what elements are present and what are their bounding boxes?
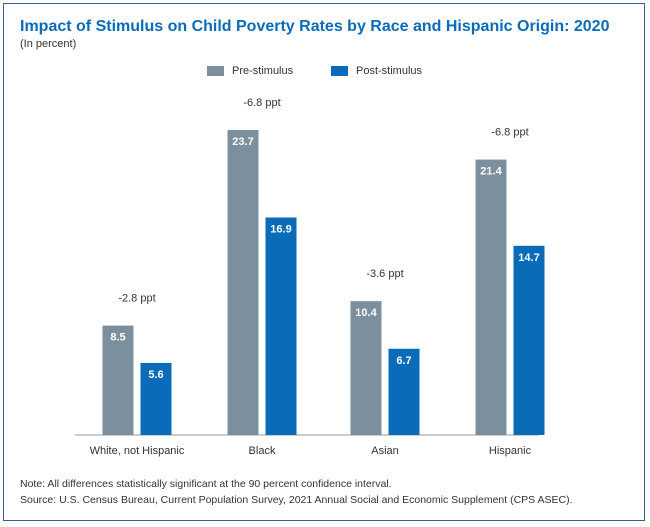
x-tick-label-asian: Asian (371, 445, 399, 457)
bar-post-black (265, 217, 297, 435)
value-label-post-asian: 6.7 (396, 355, 411, 367)
legend-item-pre: Pre-stimulus (207, 65, 293, 77)
annotation-hispanic: -6.8 ppt (491, 127, 528, 139)
legend-swatch-pre (207, 66, 224, 76)
x-tick-label-hispanic: Hispanic (489, 445, 532, 457)
value-label-post-black: 16.9 (270, 223, 291, 235)
bar-pre-white-not-hispanic (102, 325, 134, 435)
bar-post-hispanic (513, 245, 545, 435)
legend-label-pre: Pre-stimulus (232, 65, 294, 77)
value-label-pre-white-not-hispanic: 8.5 (110, 332, 125, 344)
legend-label-post: Post-stimulus (356, 65, 423, 77)
bar-post-white-not-hispanic (140, 362, 172, 435)
annotation-white-not-hispanic: -2.8 ppt (118, 293, 155, 305)
x-tick-label-black: Black (249, 445, 276, 457)
chart-title: Impact of Stimulus on Child Poverty Rate… (20, 18, 610, 35)
chart-subtitle: (In percent) (20, 38, 77, 50)
source-note: Source: U.S. Census Bureau, Current Popu… (20, 494, 573, 506)
annotation-asian: -3.6 ppt (366, 268, 403, 280)
bar-pre-hispanic (475, 159, 507, 435)
footnote: Note: All differences statistically sign… (20, 478, 392, 490)
value-label-pre-hispanic: 21.4 (480, 166, 502, 178)
value-label-pre-asian: 10.4 (355, 307, 377, 319)
annotation-black: -6.8 ppt (243, 97, 280, 109)
bar-post-asian (388, 348, 420, 435)
legend-swatch-post (331, 66, 348, 76)
bar-pre-asian (350, 301, 382, 435)
value-label-pre-black: 23.7 (232, 136, 253, 148)
value-label-post-white-not-hispanic: 5.6 (148, 369, 163, 381)
x-tick-label-white-not-hispanic: White, not Hispanic (90, 445, 185, 457)
bar-pre-black (227, 129, 259, 435)
value-label-post-hispanic: 14.7 (518, 252, 539, 264)
legend-item-post: Post-stimulus (331, 65, 422, 77)
